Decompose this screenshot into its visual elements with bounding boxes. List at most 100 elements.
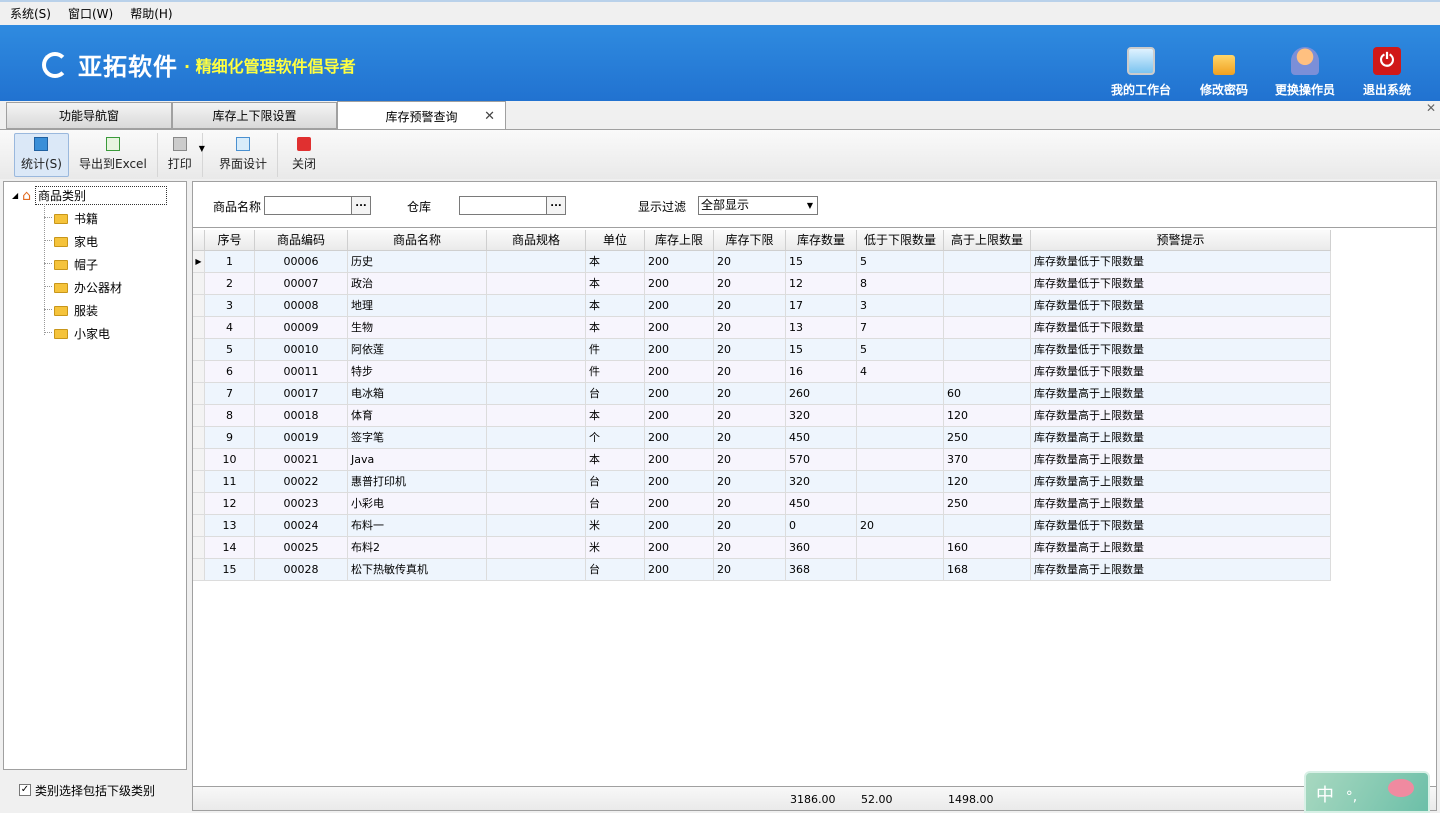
- menu-help[interactable]: 帮助(H): [130, 7, 173, 21]
- row-selector[interactable]: [193, 230, 205, 251]
- table-cell: 库存数量高于上限数量: [1031, 559, 1331, 581]
- ui-design-button[interactable]: 界面设计: [209, 132, 278, 177]
- export-excel-button[interactable]: 导出到Excel: [69, 132, 158, 177]
- row-selector[interactable]: [193, 361, 205, 383]
- row-selector[interactable]: [193, 295, 205, 317]
- table-cell: [487, 339, 586, 361]
- close-button[interactable]: 关闭: [278, 133, 330, 177]
- print-dropdown-icon[interactable]: ▼: [198, 144, 205, 153]
- table-row[interactable]: 11 00022 惠普打印机 台 200 20 320 120 库存数量高于上限数量: [193, 471, 1331, 493]
- table-row[interactable]: 3 00008 地理本 200 20 17 3 库存数量低于下限数量: [193, 295, 1331, 317]
- table-row[interactable]: 13 00024 布料一米 200 20 0 20 库存数量低于下限数量: [193, 515, 1331, 537]
- row-selector[interactable]: [193, 559, 205, 581]
- tree-root[interactable]: ◢ ⌂ 商品类别: [12, 186, 168, 205]
- row-selector[interactable]: [193, 471, 205, 493]
- table-cell: 台: [586, 493, 645, 515]
- column-header[interactable]: 库存数量: [786, 230, 857, 251]
- tree-node[interactable]: 书籍: [44, 210, 98, 227]
- table-row[interactable]: 15 00028 松下热敏传真机 台 200 20 368 168 库存数量高于上限数量: [193, 559, 1331, 581]
- table-row[interactable]: 6 00011 特步 件 200 20 16 4 库存数量低于下限数量: [193, 361, 1331, 383]
- table-cell: 320: [786, 471, 857, 493]
- switch-operator-button[interactable]: 更换操作员: [1265, 47, 1345, 98]
- table-row[interactable]: 4 00009 生物 本 200 20 13 7 库存数量低于下限数量: [193, 317, 1331, 339]
- include-subcategory-checkbox[interactable]: ✓ 类别选择包括下级类别: [3, 770, 187, 810]
- collapse-icon[interactable]: ◢: [12, 191, 19, 200]
- table-cell: 00006: [255, 251, 348, 273]
- exit-system-button[interactable]: ⏻ 退出系统: [1347, 47, 1427, 98]
- table-row[interactable]: 8 00018 体育 本 200 20 320 120 库存数量高于上限数量: [193, 405, 1331, 427]
- product-name-input[interactable]: [264, 196, 352, 215]
- column-header[interactable]: 序号: [205, 230, 255, 251]
- column-header[interactable]: 库存下限: [714, 230, 786, 251]
- table-row[interactable]: ▶ 1 00006 历史 本 200 20 15 5 库存数量低于下限数量: [193, 251, 1331, 273]
- column-header[interactable]: 预警提示: [1031, 230, 1331, 251]
- table-cell: [944, 295, 1031, 317]
- row-selector[interactable]: [193, 493, 205, 515]
- row-selector[interactable]: [193, 405, 205, 427]
- row-selector[interactable]: [193, 317, 205, 339]
- column-header[interactable]: 单位: [586, 230, 645, 251]
- ime-punct: °,: [1345, 789, 1358, 805]
- menu-system[interactable]: 系统(S): [10, 7, 51, 21]
- change-password-button[interactable]: 修改密码: [1184, 47, 1264, 98]
- row-selector[interactable]: [193, 515, 205, 537]
- tree-node[interactable]: 办公器材: [44, 279, 123, 296]
- brand-slogan: · 精细化管理软件倡导者: [184, 56, 356, 76]
- column-header[interactable]: 高于上限数量: [944, 230, 1031, 251]
- table-cell: [944, 339, 1031, 361]
- main-panel: 商品名称 ... 仓库 ... 显示过滤 全部显示 ▼ 序号 商品编码 商品名称 商品规…: [192, 181, 1437, 811]
- display-filter-select[interactable]: 全部显示 ▼: [698, 196, 818, 215]
- table-row[interactable]: 5 00010 阿依莲件 200 20 15 5 库存数量低于下限数量: [193, 339, 1331, 361]
- row-selector[interactable]: [193, 383, 205, 405]
- power-icon: ⏻: [1373, 47, 1401, 75]
- column-header[interactable]: 商品名称: [348, 230, 487, 251]
- tab-stock-limit-settings[interactable]: 库存上下限设置: [172, 102, 337, 129]
- table-cell: 本: [586, 251, 645, 273]
- table-row[interactable]: 12 00023 小彩电 台 200 20 450 250 库存数量高于上限数量: [193, 493, 1331, 515]
- tree-node[interactable]: 小家电: [44, 325, 110, 342]
- menu-window[interactable]: 窗口(W): [67, 7, 114, 21]
- tree-node[interactable]: 家电: [44, 233, 99, 250]
- table-cell: 320: [786, 405, 857, 427]
- close-window-icon[interactable]: ✕: [1425, 101, 1436, 115]
- user-icon: [1291, 47, 1319, 75]
- my-workbench-button[interactable]: 我的工作台: [1101, 47, 1181, 98]
- table-row[interactable]: 7 00017 电冰箱 台 200 20 260 60 库存数量高于上限数量: [193, 383, 1331, 405]
- tree-node[interactable]: 服装: [44, 302, 98, 319]
- row-selector[interactable]: [193, 339, 205, 361]
- table-cell: 20: [714, 317, 786, 339]
- tab-stock-warning-query[interactable]: 库存预警查询 ✕: [337, 101, 506, 130]
- table-cell: 20: [714, 405, 786, 427]
- column-header[interactable]: 商品编码: [255, 230, 348, 251]
- row-selector[interactable]: [193, 273, 205, 295]
- column-header[interactable]: 低于下限数量: [857, 230, 944, 251]
- print-button[interactable]: 打印: [158, 132, 203, 177]
- row-selector[interactable]: ▶: [193, 251, 205, 273]
- table-cell: [487, 405, 586, 427]
- table-cell: [944, 251, 1031, 273]
- checkbox-icon[interactable]: ✓: [19, 784, 31, 796]
- warehouse-input[interactable]: [459, 196, 547, 215]
- table-row[interactable]: 14 00025 布料2 米 200 20 360 160 库存数量高于上限数量: [193, 537, 1331, 559]
- stats-button[interactable]: 统计(S): [14, 132, 69, 177]
- tree-node-label: 办公器材: [74, 281, 123, 295]
- table-row[interactable]: 2 00007 政治 本 200 20 12 8 库存数量低于下限数量: [193, 273, 1331, 295]
- column-header[interactable]: 商品规格: [487, 230, 586, 251]
- table-row[interactable]: 9 00019 签字笔 个 200 20 450 250 库存数量高于上限数量: [193, 427, 1331, 449]
- table-cell: 00022: [255, 471, 348, 493]
- tab-function-nav[interactable]: 功能导航窗: [6, 102, 172, 129]
- column-header[interactable]: 库存上限: [645, 230, 714, 251]
- close-tab-icon[interactable]: ✕: [484, 108, 495, 124]
- warehouse-browse-button[interactable]: ...: [546, 196, 566, 215]
- tree-node-label: 家电: [74, 235, 99, 249]
- tree-node[interactable]: 帽子: [44, 256, 98, 273]
- table-cell: 160: [944, 537, 1031, 559]
- row-selector[interactable]: [193, 537, 205, 559]
- product-name-browse-button[interactable]: ...: [351, 196, 371, 215]
- table-row[interactable]: 10 00021 Java 本 200 20 570 370 库存数量高于上限数量: [193, 449, 1331, 471]
- row-selector[interactable]: [193, 427, 205, 449]
- ime-status-bar[interactable]: 中 °,: [1304, 771, 1430, 813]
- warehouse-label: 仓库: [407, 200, 432, 214]
- row-selector[interactable]: [193, 449, 205, 471]
- table-cell: [487, 361, 586, 383]
